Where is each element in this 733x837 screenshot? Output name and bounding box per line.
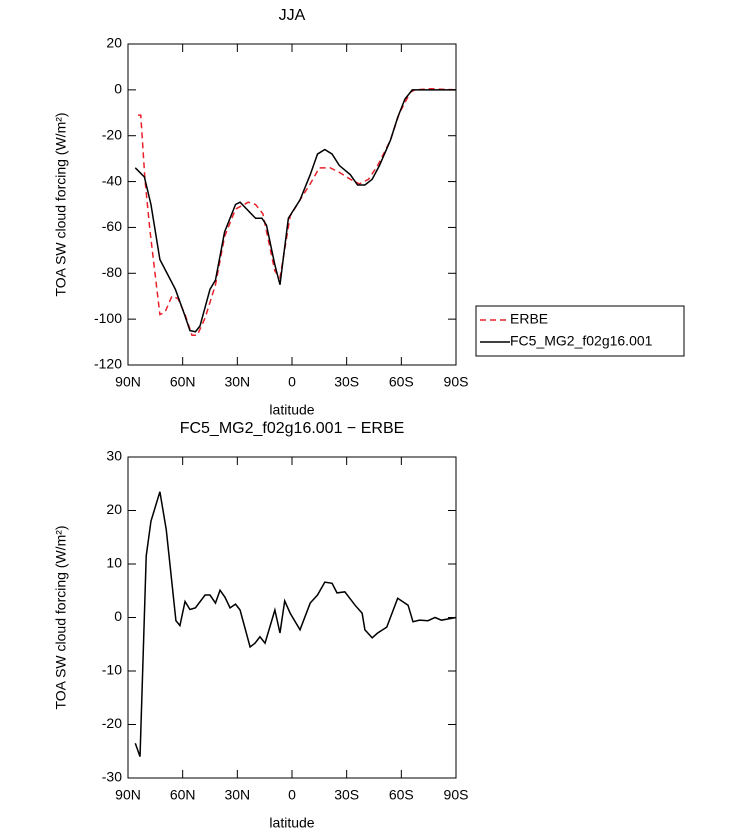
x-tick-label: 30S [334, 374, 359, 390]
legend-label: ERBE [510, 311, 548, 327]
legend-label: FC5_MG2_f02g16.001 [510, 333, 653, 349]
y-tick-label: -40 [102, 172, 122, 188]
x-tick-label: 90N [115, 374, 141, 390]
y-tick-label: -100 [94, 310, 122, 326]
y-axis-label: TOA SW cloud forcing (W/m²) [53, 525, 69, 709]
y-tick-label: -30 [102, 769, 122, 785]
data-line [134, 491, 457, 757]
y-tick-label: -20 [102, 126, 122, 142]
y-tick-label: 20 [106, 35, 122, 51]
y-tick-label: 0 [114, 81, 122, 97]
y-tick-label: -60 [102, 218, 122, 234]
chart-title: FC5_MG2_f02g16.001 − ERBE [180, 420, 405, 437]
x-tick-label: 90N [115, 787, 141, 803]
x-tick-label: 0 [288, 374, 296, 390]
x-tick-label: 60N [170, 374, 196, 390]
y-axis-label: TOA SW cloud forcing (W/m²) [53, 112, 69, 296]
x-tick-label: 0 [288, 787, 296, 803]
x-axis-label: latitude [269, 815, 314, 831]
chart-title: JJA [279, 7, 306, 24]
y-tick-label: 20 [106, 501, 122, 517]
legend-frame [475, 305, 685, 357]
x-tick-label: 30N [224, 374, 250, 390]
plot-frame [127, 43, 457, 366]
y-tick-label: -20 [102, 715, 122, 731]
y-tick-label: 30 [106, 448, 122, 464]
x-tick-label: 90S [444, 374, 469, 390]
x-tick-label: 60N [170, 787, 196, 803]
x-tick-label: 30N [224, 787, 250, 803]
x-tick-label: 60S [389, 374, 414, 390]
data-line [134, 89, 456, 333]
x-tick-label: 90S [444, 787, 469, 803]
y-tick-label: -80 [102, 264, 122, 280]
x-axis-label: latitude [269, 402, 314, 418]
y-tick-label: 10 [106, 555, 122, 571]
y-tick-label: -10 [102, 662, 122, 678]
x-tick-label: 30S [334, 787, 359, 803]
y-tick-label: -120 [94, 356, 122, 372]
y-tick-label: 0 [114, 608, 122, 624]
x-tick-label: 60S [389, 787, 414, 803]
data-line [138, 87, 457, 336]
legend: ERBE FC5_MG2_f02g16.001 [475, 305, 685, 357]
